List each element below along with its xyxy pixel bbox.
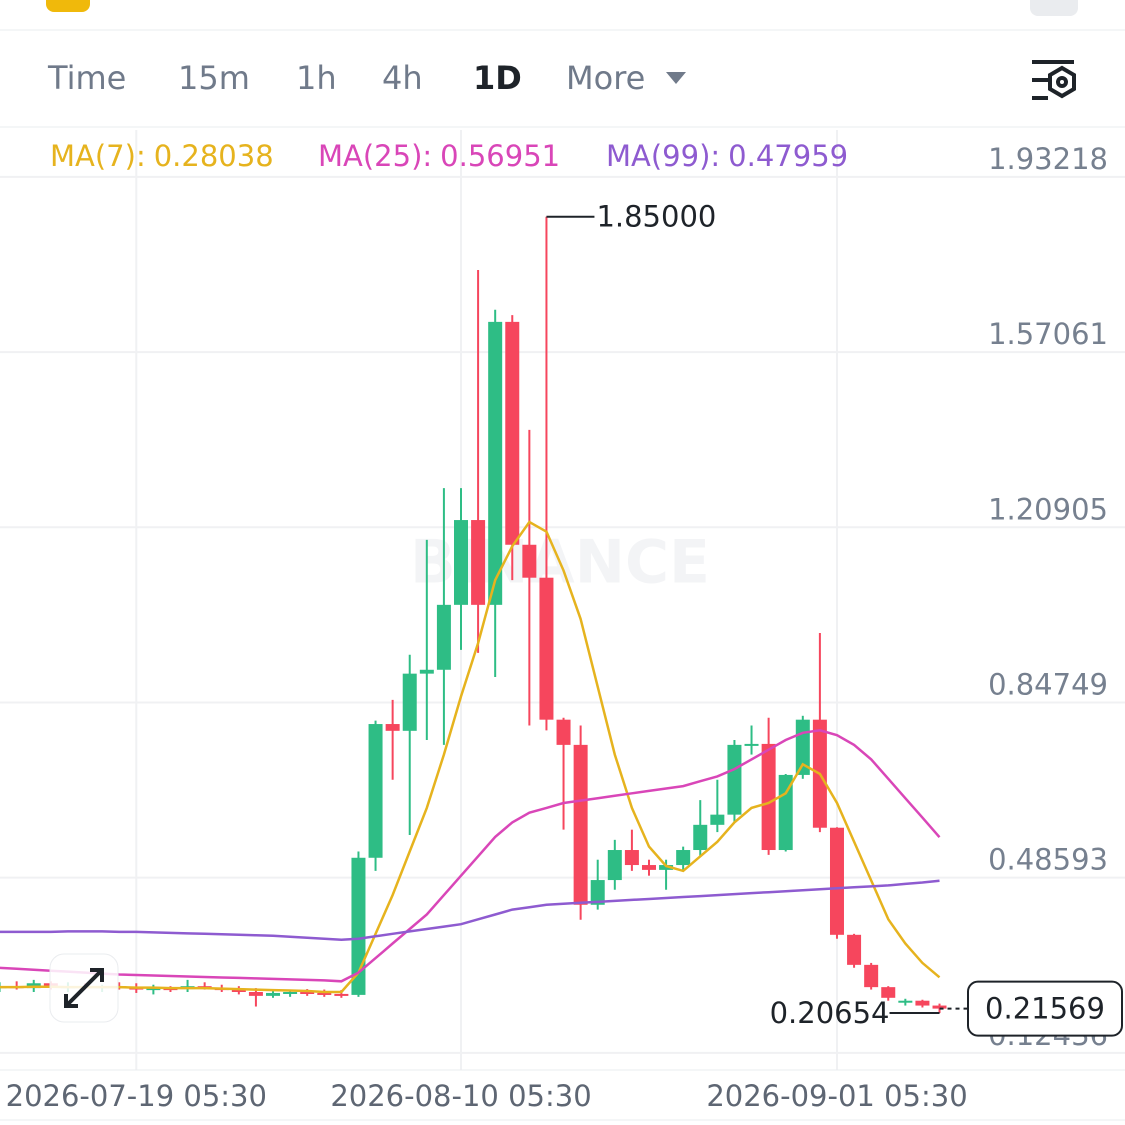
candle-body: [368, 724, 383, 858]
last-price-box: [967, 980, 1123, 1037]
low-label: 0.20654: [770, 996, 890, 1030]
ma-line: [0, 729, 941, 983]
candle-body: [710, 814, 725, 825]
candle-body: [898, 1000, 913, 1003]
legend-value: 0.28038: [154, 139, 274, 173]
candle-body: [864, 964, 879, 988]
ma-line: [0, 520, 941, 994]
top-badge: [46, 0, 90, 12]
tab[interactable]: 1D: [473, 59, 522, 97]
candle-body: [573, 744, 588, 905]
y-tick-label: 0.84749: [988, 667, 1108, 701]
candle-body: [231, 989, 246, 992]
candle-body: [539, 577, 554, 720]
y-tick-label: 1.20905: [988, 492, 1108, 526]
legend-entry: MA(7): 0.28038: [50, 139, 274, 173]
ma-line: [0, 879, 940, 941]
candle-body: [351, 857, 366, 995]
tab[interactable]: More: [566, 59, 645, 97]
candle-body: [727, 744, 742, 815]
timeframe-tabs: Time 15m 1h 4h 1D More: [47, 59, 645, 97]
y-tick-label: 1.57061: [988, 317, 1108, 351]
candle-body: [454, 520, 468, 605]
legend-value: 0.47959: [728, 139, 848, 173]
candle-body: [266, 992, 281, 996]
candle-body: [436, 604, 451, 670]
legend-name: MA(99):: [606, 139, 720, 173]
candle-body: [385, 724, 400, 731]
candle-body: [932, 1005, 947, 1009]
last-price-label: 0.21569: [985, 992, 1105, 1026]
candle-body: [471, 520, 486, 605]
tab[interactable]: 15m: [178, 59, 250, 97]
candle-body: [488, 321, 503, 605]
candle-body: [761, 743, 776, 851]
candle-body: [283, 991, 298, 994]
y-tick-label: 0.48593: [988, 843, 1108, 877]
tab[interactable]: 4h: [382, 59, 423, 97]
x-tick-label: 2026-07-19 05:30: [6, 1079, 267, 1113]
candle-body: [744, 743, 759, 746]
legend-value: 0.56951: [440, 139, 560, 173]
candle-body: [607, 850, 622, 881]
candle-body: [248, 991, 263, 996]
candle-body: [402, 673, 417, 731]
candle-body: [334, 993, 349, 996]
x-tick-label: 2026-08-10 05:30: [330, 1079, 591, 1113]
candle-body: [317, 992, 332, 995]
legend-entry: MA(99): 0.47959: [606, 139, 848, 173]
legend-entry: MA(25): 0.56951: [318, 139, 560, 173]
candle-body: [676, 850, 691, 866]
candle-body: [778, 774, 793, 851]
candle-body: [659, 865, 674, 870]
candle-body: [829, 827, 844, 935]
legend-name: MA(25):: [318, 139, 432, 173]
candle-body: [693, 824, 708, 851]
candle-body: [847, 934, 862, 965]
x-tick-label: 2026-09-01 05:30: [706, 1079, 967, 1113]
candle-body: [505, 321, 520, 545]
settings-icon[interactable]: [1032, 60, 1076, 100]
more-caret[interactable]: [666, 72, 686, 84]
candle-body: [522, 544, 537, 578]
candle-body: [881, 987, 896, 998]
candle-body: [419, 669, 434, 674]
candle-body: [641, 865, 656, 870]
candle-body: [556, 719, 571, 745]
tab[interactable]: Time: [47, 59, 126, 97]
high-label: 1.85000: [596, 200, 716, 234]
candle-body: [915, 1000, 930, 1006]
candle-body: [300, 991, 315, 994]
plot: BINANCE1.932181.570611.209050.847490.485…: [0, 130, 1125, 1113]
candle-body: [146, 988, 161, 991]
expand-button[interactable]: [49, 953, 119, 1023]
tab[interactable]: 1h: [296, 59, 337, 97]
candle-body: [624, 850, 639, 866]
candle-body: [590, 880, 605, 905]
top-button: [1030, 0, 1078, 16]
legend-name: MA(7):: [50, 139, 146, 173]
y-tick-label: 1.93218: [988, 142, 1108, 176]
